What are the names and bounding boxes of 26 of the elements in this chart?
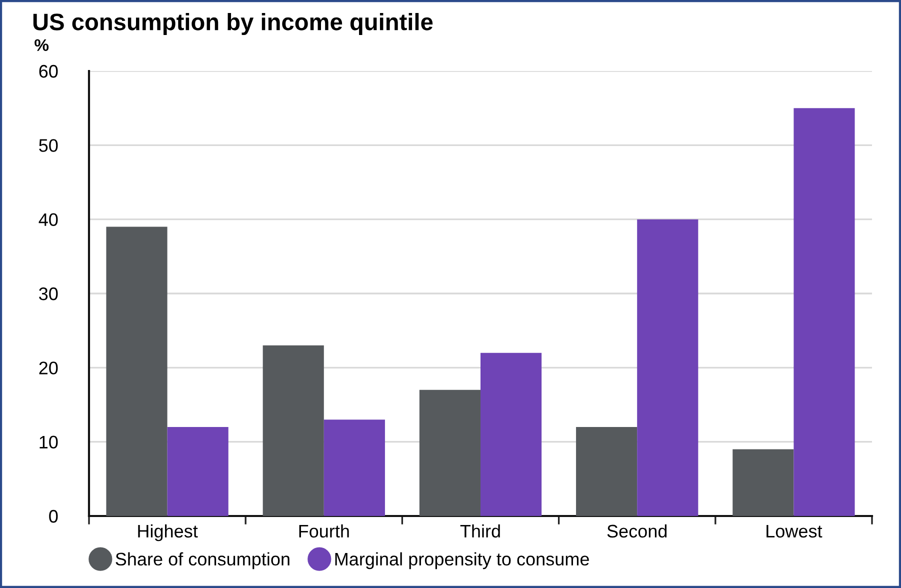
bar	[637, 219, 698, 516]
x-tick-label: Highest	[138, 524, 198, 542]
y-tick-label: 20	[39, 362, 58, 374]
y-axis-title: %	[34, 39, 49, 51]
y-tick-label: 30	[39, 287, 58, 300]
chart-title: US consumption by income quintile	[33, 12, 433, 36]
bar	[576, 427, 638, 516]
bar	[106, 226, 168, 516]
y-tick-label: 40	[38, 213, 58, 226]
bar	[794, 108, 855, 516]
legend-label: Marginal propensity to consume	[335, 552, 589, 570]
y-tick-label: 0	[49, 510, 58, 523]
bar	[419, 390, 480, 516]
bar	[262, 345, 324, 516]
y-tick-label: 60	[39, 64, 58, 78]
y-tick-label: 10	[40, 436, 58, 449]
bar	[167, 427, 228, 516]
x-tick-label: Second	[607, 524, 667, 538]
bar	[324, 420, 385, 516]
legend-label: Share of consumption	[116, 552, 290, 570]
x-tick-label: Lowest	[766, 524, 822, 538]
x-tick-label: Third	[460, 524, 500, 538]
x-tick-label: Fourth	[299, 524, 349, 538]
y-tick-label: 50	[39, 139, 58, 152]
bar	[480, 352, 542, 516]
bar	[732, 449, 794, 516]
